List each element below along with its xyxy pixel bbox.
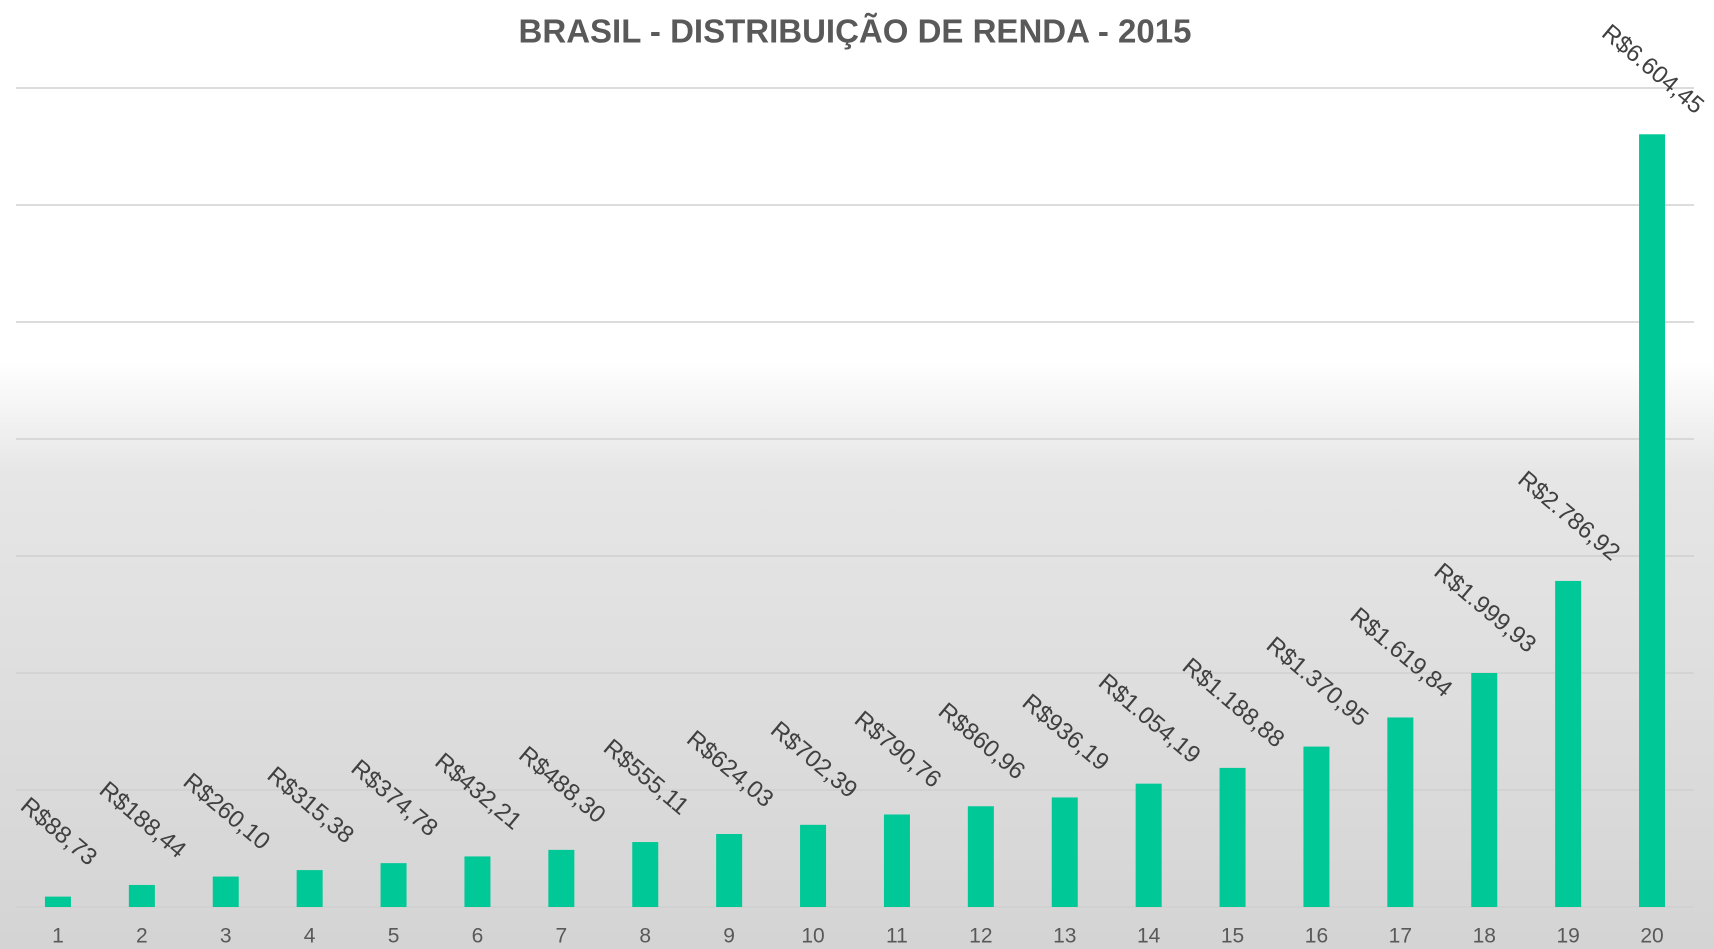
bar bbox=[884, 814, 910, 907]
bar bbox=[297, 870, 323, 907]
x-tick-label: 4 bbox=[304, 925, 316, 948]
x-tick-label: 5 bbox=[388, 925, 400, 948]
background bbox=[0, 0, 1714, 949]
bar bbox=[716, 834, 742, 907]
bar bbox=[1136, 784, 1162, 907]
bar bbox=[632, 842, 658, 907]
bar bbox=[1471, 673, 1497, 907]
x-tick-label: 1 bbox=[52, 925, 64, 948]
x-tick-label: 19 bbox=[1556, 925, 1579, 948]
bar bbox=[381, 863, 407, 907]
x-tick-label: 9 bbox=[723, 925, 735, 948]
x-tick-label: 14 bbox=[1137, 925, 1161, 948]
bar bbox=[800, 825, 826, 907]
x-tick-label: 11 bbox=[886, 925, 908, 948]
x-tick-label: 2 bbox=[136, 925, 148, 948]
bar bbox=[548, 850, 574, 907]
x-tick-label: 10 bbox=[801, 925, 824, 948]
x-tick-label: 18 bbox=[1473, 925, 1496, 948]
x-tick-label: 6 bbox=[472, 925, 484, 948]
chart: BRASIL - DISTRIBUIÇÃO DE RENDA - 2015 1R… bbox=[0, 0, 1714, 949]
bar bbox=[129, 885, 155, 907]
x-tick-label: 20 bbox=[1640, 925, 1663, 948]
bar bbox=[1220, 768, 1246, 907]
x-tick-label: 12 bbox=[969, 925, 992, 948]
x-tick-label: 8 bbox=[639, 925, 651, 948]
bar bbox=[968, 806, 994, 907]
x-tick-label: 7 bbox=[556, 925, 568, 948]
bar bbox=[45, 897, 71, 907]
x-tick-label: 16 bbox=[1305, 925, 1328, 948]
bar bbox=[464, 856, 490, 907]
x-tick-label: 3 bbox=[220, 925, 232, 948]
x-tick-label: 15 bbox=[1221, 925, 1244, 948]
x-tick-label: 13 bbox=[1053, 925, 1076, 948]
bar bbox=[1303, 747, 1329, 907]
chart-title: BRASIL - DISTRIBUIÇÃO DE RENDA - 2015 bbox=[519, 13, 1192, 50]
bar bbox=[1387, 717, 1413, 907]
x-tick-label: 17 bbox=[1389, 925, 1412, 948]
bar bbox=[1052, 797, 1078, 907]
bar bbox=[1555, 581, 1581, 907]
bar bbox=[1639, 134, 1665, 907]
bar bbox=[213, 877, 239, 907]
